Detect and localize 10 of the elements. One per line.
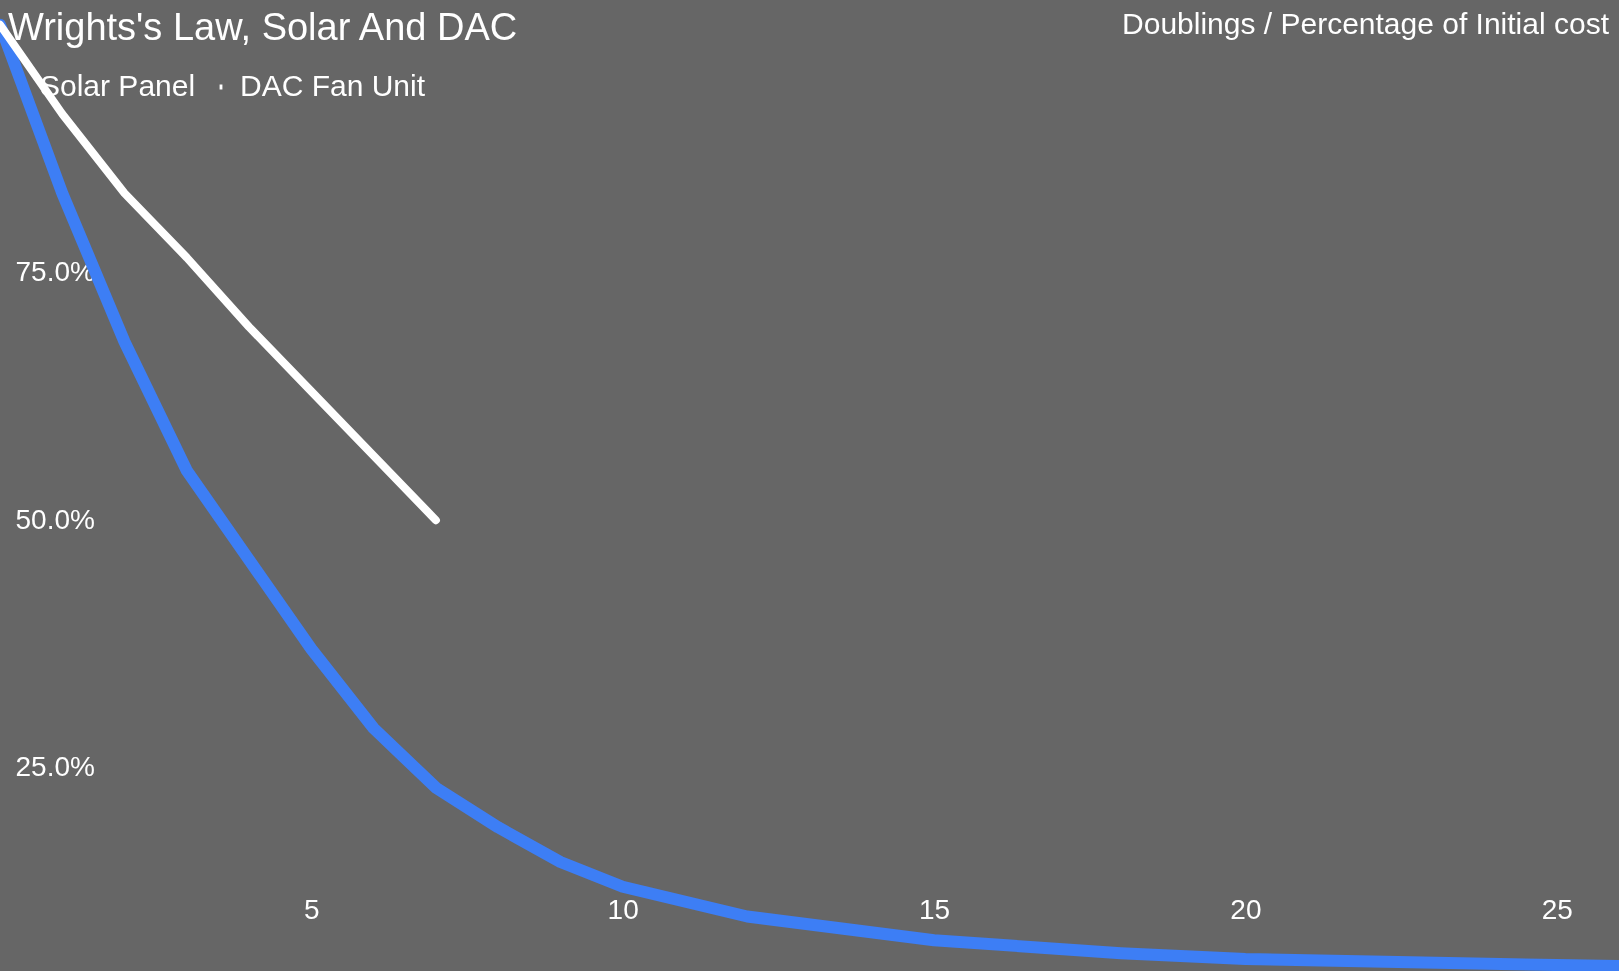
y-tick-label: 25.0%	[15, 751, 95, 783]
x-tick-label: 10	[607, 893, 639, 925]
x-tick-label: 20	[1230, 893, 1262, 925]
y-tick-label: 50.0%	[15, 503, 95, 535]
legend-label: DAC Fan Unit	[240, 69, 426, 102]
x-tick-label: 15	[918, 893, 951, 925]
x-tick-label: 5	[304, 893, 320, 925]
annotation: Doublings / Percentage of Initial cost	[1122, 7, 1610, 40]
chart-title: Wrights's Law, Solar And DAC	[8, 6, 518, 48]
x-tick-label: 25	[1541, 893, 1573, 925]
